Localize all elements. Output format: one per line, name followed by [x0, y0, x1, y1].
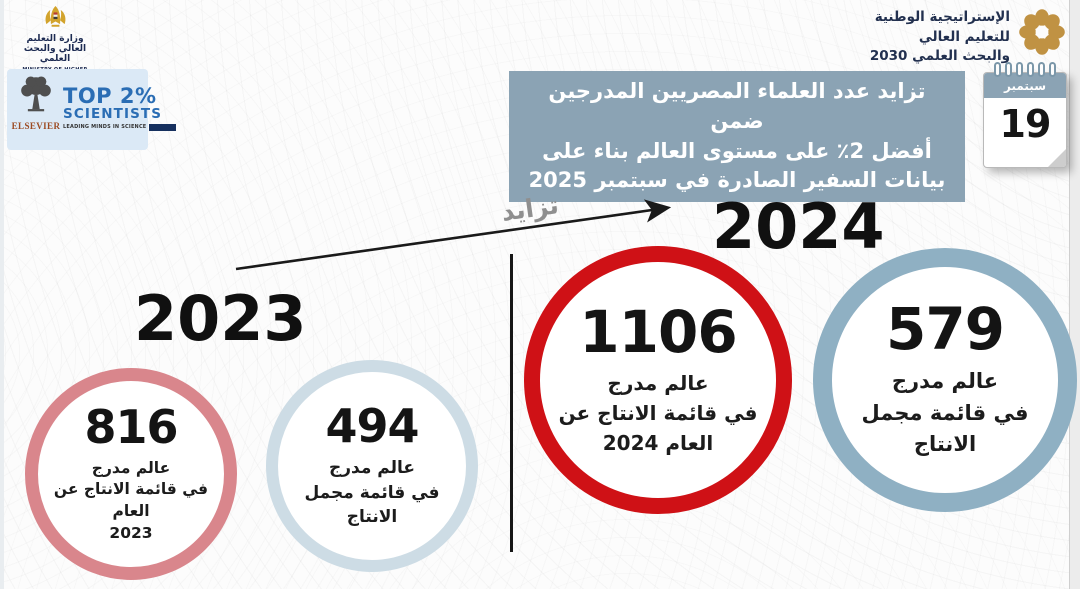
calendar-month: سبتمبر	[984, 73, 1066, 98]
stat-line3: العام 2024	[602, 431, 714, 456]
gold-flower-icon	[1018, 8, 1066, 60]
stat-line3: الانتاج	[913, 432, 977, 457]
strategy-line2: للتعليم العالي	[918, 28, 1010, 45]
stat-value: 816	[84, 400, 178, 455]
stat-line2: في قائمة الانتاج عن	[558, 401, 758, 426]
stat-circle-2024-career: 579 عالم مدرج في قائمة مجمل الانتاج	[813, 248, 1077, 512]
stat-value: 494	[325, 398, 419, 453]
strategy-line3: والبحث العلمي 2030	[869, 48, 1010, 65]
headline-banner: تزايد عدد العلماء المصريين المدرجين ضمن …	[509, 71, 965, 203]
top2-title: TOP 2%	[63, 84, 157, 108]
calendar-day: 19	[999, 102, 1052, 146]
year-2024-heading: 2024	[712, 190, 885, 263]
scientists-title: SCIENTISTS	[63, 105, 163, 122]
divider-line	[510, 254, 513, 552]
egypt-eagle-icon	[42, 5, 69, 34]
stat-value: 579	[885, 295, 1005, 364]
stat-line1: عالم مدرج	[891, 369, 999, 394]
stat-line1: عالم مدرج	[328, 458, 415, 479]
calendar-binding-rings	[983, 62, 1067, 77]
stat-line2: في قائمة مجمل الانتاج	[304, 482, 440, 528]
right-edge-strip	[1069, 0, 1080, 589]
stat-line3: 2023	[109, 523, 153, 542]
stat-line1: عالم مدرج	[91, 458, 171, 477]
strategy-2030-logo: الإستراتيجية الوطنية للتعليم العالي والب…	[870, 8, 1066, 67]
year-2023-heading: 2023	[134, 282, 307, 355]
growth-arrow-icon	[228, 196, 680, 282]
tagline-box	[149, 123, 177, 131]
stat-line2: في قائمة مجمل	[861, 400, 1029, 425]
calendar-fold-corner	[1047, 148, 1066, 167]
ministry-name-arabic: وزارة التعليم العالي والبحث العلمي	[23, 34, 87, 64]
scientists-tagline: LEADING MINDS IN SCIENCE	[63, 124, 147, 131]
elsevier-top2-badge: ELSEVIER TOP 2% SCIENTISTS LEADING MINDS…	[7, 69, 177, 150]
headline-line1: تزايد عدد العلماء المصريين المدرجين ضمن	[548, 79, 926, 133]
calendar-widget: سبتمبر 19	[983, 62, 1067, 170]
stat-value: 1106	[579, 297, 737, 366]
calendar-card: سبتمبر 19	[983, 72, 1067, 168]
strategy-line1: الإستراتيجية الوطنية	[874, 9, 1010, 25]
headline-line2: أفضل 2٪ على مستوى العالم بناء على	[542, 138, 932, 163]
headline-line3: بيانات السفير الصادرة في سبتمبر 2025	[528, 168, 946, 193]
stat-circle-2024-listed: 1106 عالم مدرج في قائمة الانتاج عن العام…	[524, 246, 792, 514]
left-edge-strip	[0, 0, 4, 589]
stat-line2: في قائمة الانتاج عن العام	[53, 480, 209, 521]
stat-line1: عالم مدرج	[607, 371, 709, 396]
elsevier-wordmark: ELSEVIER	[11, 121, 61, 131]
stat-circle-2023-listed: 816 عالم مدرج في قائمة الانتاج عن العام …	[25, 368, 237, 580]
stat-circle-2023-career: 494 عالم مدرج في قائمة مجمل الانتاج	[266, 360, 478, 572]
elsevier-tree-icon	[17, 75, 55, 119]
